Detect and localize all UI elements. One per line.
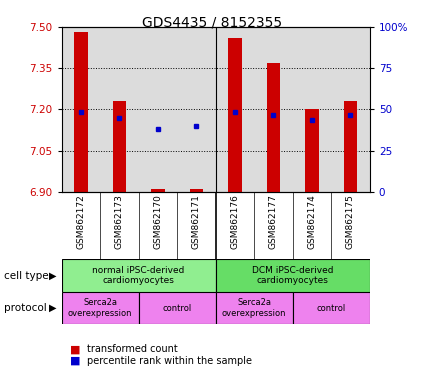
Bar [74, 32, 88, 192]
Bar [139, 292, 215, 324]
Text: Serca2a
overexpression: Serca2a overexpression [68, 298, 133, 318]
Text: DCM iPSC-derived
cardiomyocytes: DCM iPSC-derived cardiomyocytes [252, 266, 334, 285]
Bar [293, 292, 370, 324]
Text: GDS4435 / 8152355: GDS4435 / 8152355 [142, 15, 283, 29]
Bar [215, 259, 370, 292]
Text: ▶: ▶ [49, 303, 57, 313]
Bar [62, 259, 215, 292]
Text: ▶: ▶ [49, 270, 57, 281]
Bar [62, 292, 139, 324]
Text: GSM862174: GSM862174 [307, 194, 317, 249]
Text: control: control [162, 304, 192, 313]
Text: GSM862170: GSM862170 [153, 194, 162, 249]
Text: control: control [317, 304, 346, 313]
Text: percentile rank within the sample: percentile rank within the sample [87, 356, 252, 366]
Text: ■: ■ [70, 356, 81, 366]
Bar [344, 101, 357, 192]
Text: GSM862177: GSM862177 [269, 194, 278, 249]
Text: Serca2a
overexpression: Serca2a overexpression [222, 298, 286, 318]
Text: GSM862176: GSM862176 [230, 194, 239, 249]
Text: ■: ■ [70, 344, 81, 354]
Bar [151, 189, 164, 192]
Text: cell type: cell type [4, 270, 49, 281]
Bar [228, 38, 242, 192]
Bar [215, 292, 293, 324]
Text: transformed count: transformed count [87, 344, 178, 354]
Text: GSM862173: GSM862173 [115, 194, 124, 249]
Text: protocol: protocol [4, 303, 47, 313]
Text: normal iPSC-derived
cardiomyocytes: normal iPSC-derived cardiomyocytes [93, 266, 185, 285]
Bar [113, 101, 126, 192]
Bar [267, 63, 280, 192]
Bar [305, 109, 319, 192]
Text: GSM862175: GSM862175 [346, 194, 355, 249]
Text: GSM862172: GSM862172 [76, 194, 85, 249]
Bar [190, 189, 203, 192]
Text: GSM862171: GSM862171 [192, 194, 201, 249]
